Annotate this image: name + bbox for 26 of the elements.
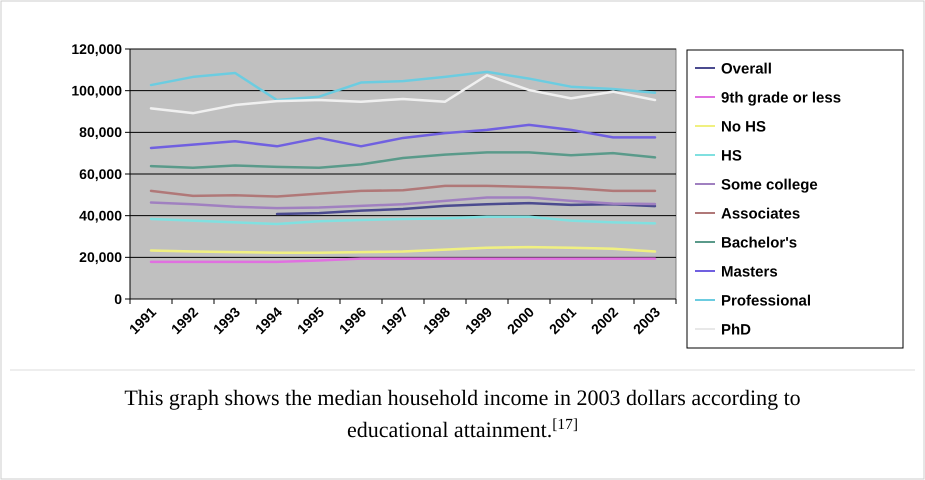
text: This graph shows the median household income in 2003 dollars according to educational attainment.$^{[17]}$ [124,385,801,442]
legend-label: Some college [721,176,818,194]
line-series [150,70,656,102]
legend-label: PhD [721,321,752,338]
y-tick-label: 100,000 [71,82,122,99]
legend-label: HS [721,147,742,164]
y-tick-label: 0 [114,290,122,307]
line-series [150,124,656,150]
legend-label: Masters [721,263,778,280]
line-series [150,74,656,114]
y-tick-label: 80,000 [79,124,122,140]
legend-label: 9th grade or less [721,89,842,106]
line-series [150,215,656,226]
legend-label: Associates [721,205,800,222]
y-tick-label: 60,000 [79,166,122,182]
legend-label: Professional [721,292,812,310]
line-series [150,151,656,169]
y-tick-label: 40,000 [79,208,122,224]
line-series [150,184,656,198]
legend-label: No HS [721,118,766,136]
legend-label: Bachelor's [721,234,798,252]
line-series [276,202,656,216]
y-tick-label: 20,000 [79,249,122,266]
y-tick-label: 120,000 [71,40,122,57]
line-series [150,196,656,210]
legend-label: Overall [721,60,772,78]
